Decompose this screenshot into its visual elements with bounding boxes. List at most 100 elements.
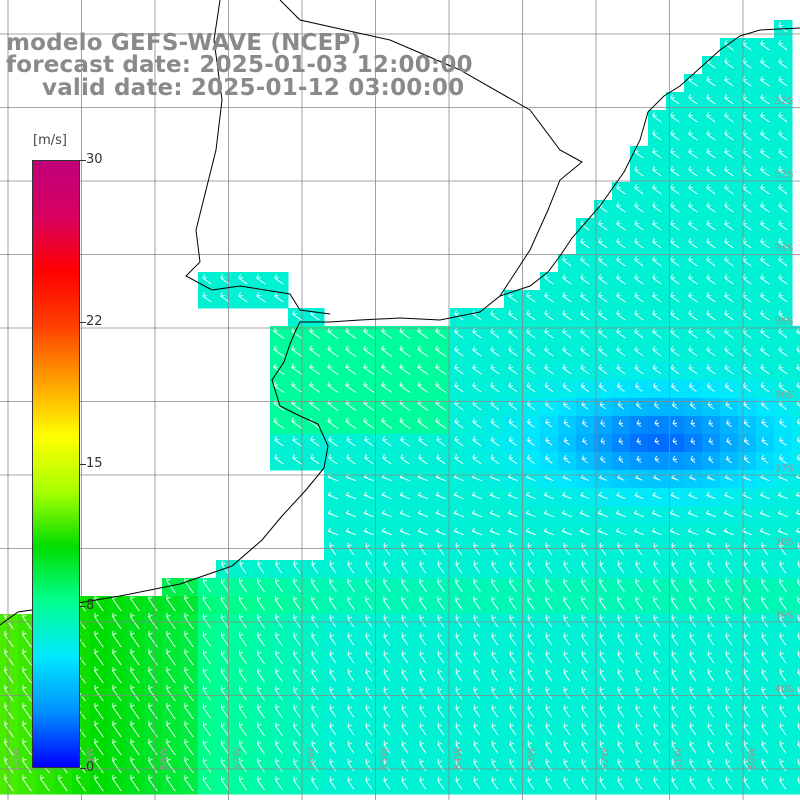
wind-arrow: [797, 578, 800, 587]
wind-arrow: [599, 776, 607, 790]
wind-arrow: [419, 650, 427, 664]
wind-arrow: [689, 650, 697, 664]
wind-arrow: [382, 436, 392, 447]
wind-arrow: [761, 758, 769, 772]
wind-arrow: [724, 220, 734, 231]
wind-arrow: [724, 346, 734, 357]
wind-arrow: [689, 758, 697, 772]
wind-arrow: [436, 436, 446, 447]
wind-arrow: [599, 650, 607, 664]
wind-arrow: [256, 274, 266, 285]
wind-arrow: [652, 148, 662, 159]
wind-arrow: [220, 667, 230, 683]
wind-arrow: [184, 738, 194, 756]
wind-arrow: [400, 454, 410, 465]
wind-arrow: [490, 328, 500, 339]
wind-arrow: [689, 382, 697, 392]
wind-arrow: [419, 596, 427, 611]
wind-arrow: [545, 560, 553, 574]
wind-arrow: [544, 382, 554, 393]
wind-arrow: [563, 560, 571, 574]
wind-arrow: [600, 419, 606, 427]
wind-arrow: [310, 436, 320, 447]
wind-arrow: [363, 345, 375, 357]
wind-speed-cell: [792, 776, 800, 795]
wind-arrow: [635, 632, 643, 646]
wind-arrow: [293, 722, 301, 736]
wind-arrow: [401, 596, 409, 611]
wind-arrow: [509, 740, 517, 754]
wind-arrow: [329, 740, 337, 754]
wind-arrow: [635, 382, 643, 392]
wind-arrow: [652, 346, 662, 357]
wind-arrow: [490, 418, 500, 429]
wind-arrow: [563, 722, 571, 736]
wind-arrow: [634, 202, 644, 213]
wind-arrow: [597, 527, 609, 536]
wind-speed-cell: [792, 578, 800, 597]
wind-arrow: [257, 776, 265, 791]
wind-arrow: [689, 632, 697, 646]
wind-arrow: [689, 686, 697, 700]
wind-arrow: [743, 668, 751, 682]
wind-arrow: [166, 684, 176, 702]
wind-speed-cell: [792, 344, 800, 363]
wind-arrow: [599, 686, 607, 700]
wind-arrow: [383, 578, 391, 593]
wind-arrow: [706, 148, 716, 159]
wind-arrow: [726, 419, 732, 428]
wind-arrow: [347, 560, 355, 574]
wind-arrow: [220, 775, 230, 791]
wind-arrow: [166, 738, 176, 756]
wind-arrow: [383, 632, 391, 646]
wind-arrow: [491, 578, 499, 593]
wind-arrow: [508, 418, 518, 429]
wind-arrow: [598, 364, 608, 375]
wind-speed-field: [0, 20, 800, 795]
wind-arrow: [761, 668, 769, 682]
wind-arrow: [347, 578, 355, 593]
wind-arrow: [489, 491, 500, 500]
longitude-label: 60W: [12, 747, 23, 770]
wind-arrow: [652, 238, 662, 249]
wind-arrow: [779, 436, 787, 446]
wind-arrow: [509, 776, 517, 790]
wind-arrow: [257, 560, 265, 574]
wind-arrow: [707, 578, 715, 593]
wind-arrow: [329, 560, 337, 574]
wind-arrow: [166, 756, 176, 774]
wind-arrow: [705, 509, 716, 518]
wind-arrow: [274, 292, 284, 303]
wind-arrow: [689, 560, 697, 574]
wind-arrow: [580, 346, 590, 357]
wind-arrow: [453, 509, 465, 518]
wind-arrow: [275, 614, 283, 629]
wind-arrow: [634, 148, 644, 159]
wind-arrow: [653, 650, 661, 664]
wind-arrow: [94, 738, 104, 756]
latitude-label: 35S: [774, 317, 793, 328]
wind-arrow: [599, 704, 607, 718]
wind-arrow: [545, 668, 553, 682]
wind-arrow: [508, 364, 518, 375]
wind-arrow: [455, 686, 463, 700]
wind-arrow: [779, 454, 787, 464]
wind-speed-cell: [792, 542, 800, 561]
wind-arrow: [723, 509, 734, 518]
wind-arrow: [327, 527, 339, 536]
wind-arrow: [401, 632, 409, 646]
wind-arrow: [670, 238, 680, 249]
wind-arrow: [654, 455, 660, 463]
wind-arrow: [473, 668, 481, 682]
wind-arrow: [761, 614, 769, 628]
wind-arrow: [581, 722, 589, 736]
wind-arrow: [724, 148, 734, 159]
wind-arrow: [257, 668, 265, 683]
wind-arrow: [724, 256, 734, 267]
wind-arrow: [417, 491, 429, 500]
longitude-label: 56W: [306, 747, 317, 770]
wind-arrow: [707, 668, 715, 682]
wind-arrow: [562, 292, 572, 303]
wind-arrow: [273, 345, 285, 357]
wind-arrow: [329, 686, 337, 700]
